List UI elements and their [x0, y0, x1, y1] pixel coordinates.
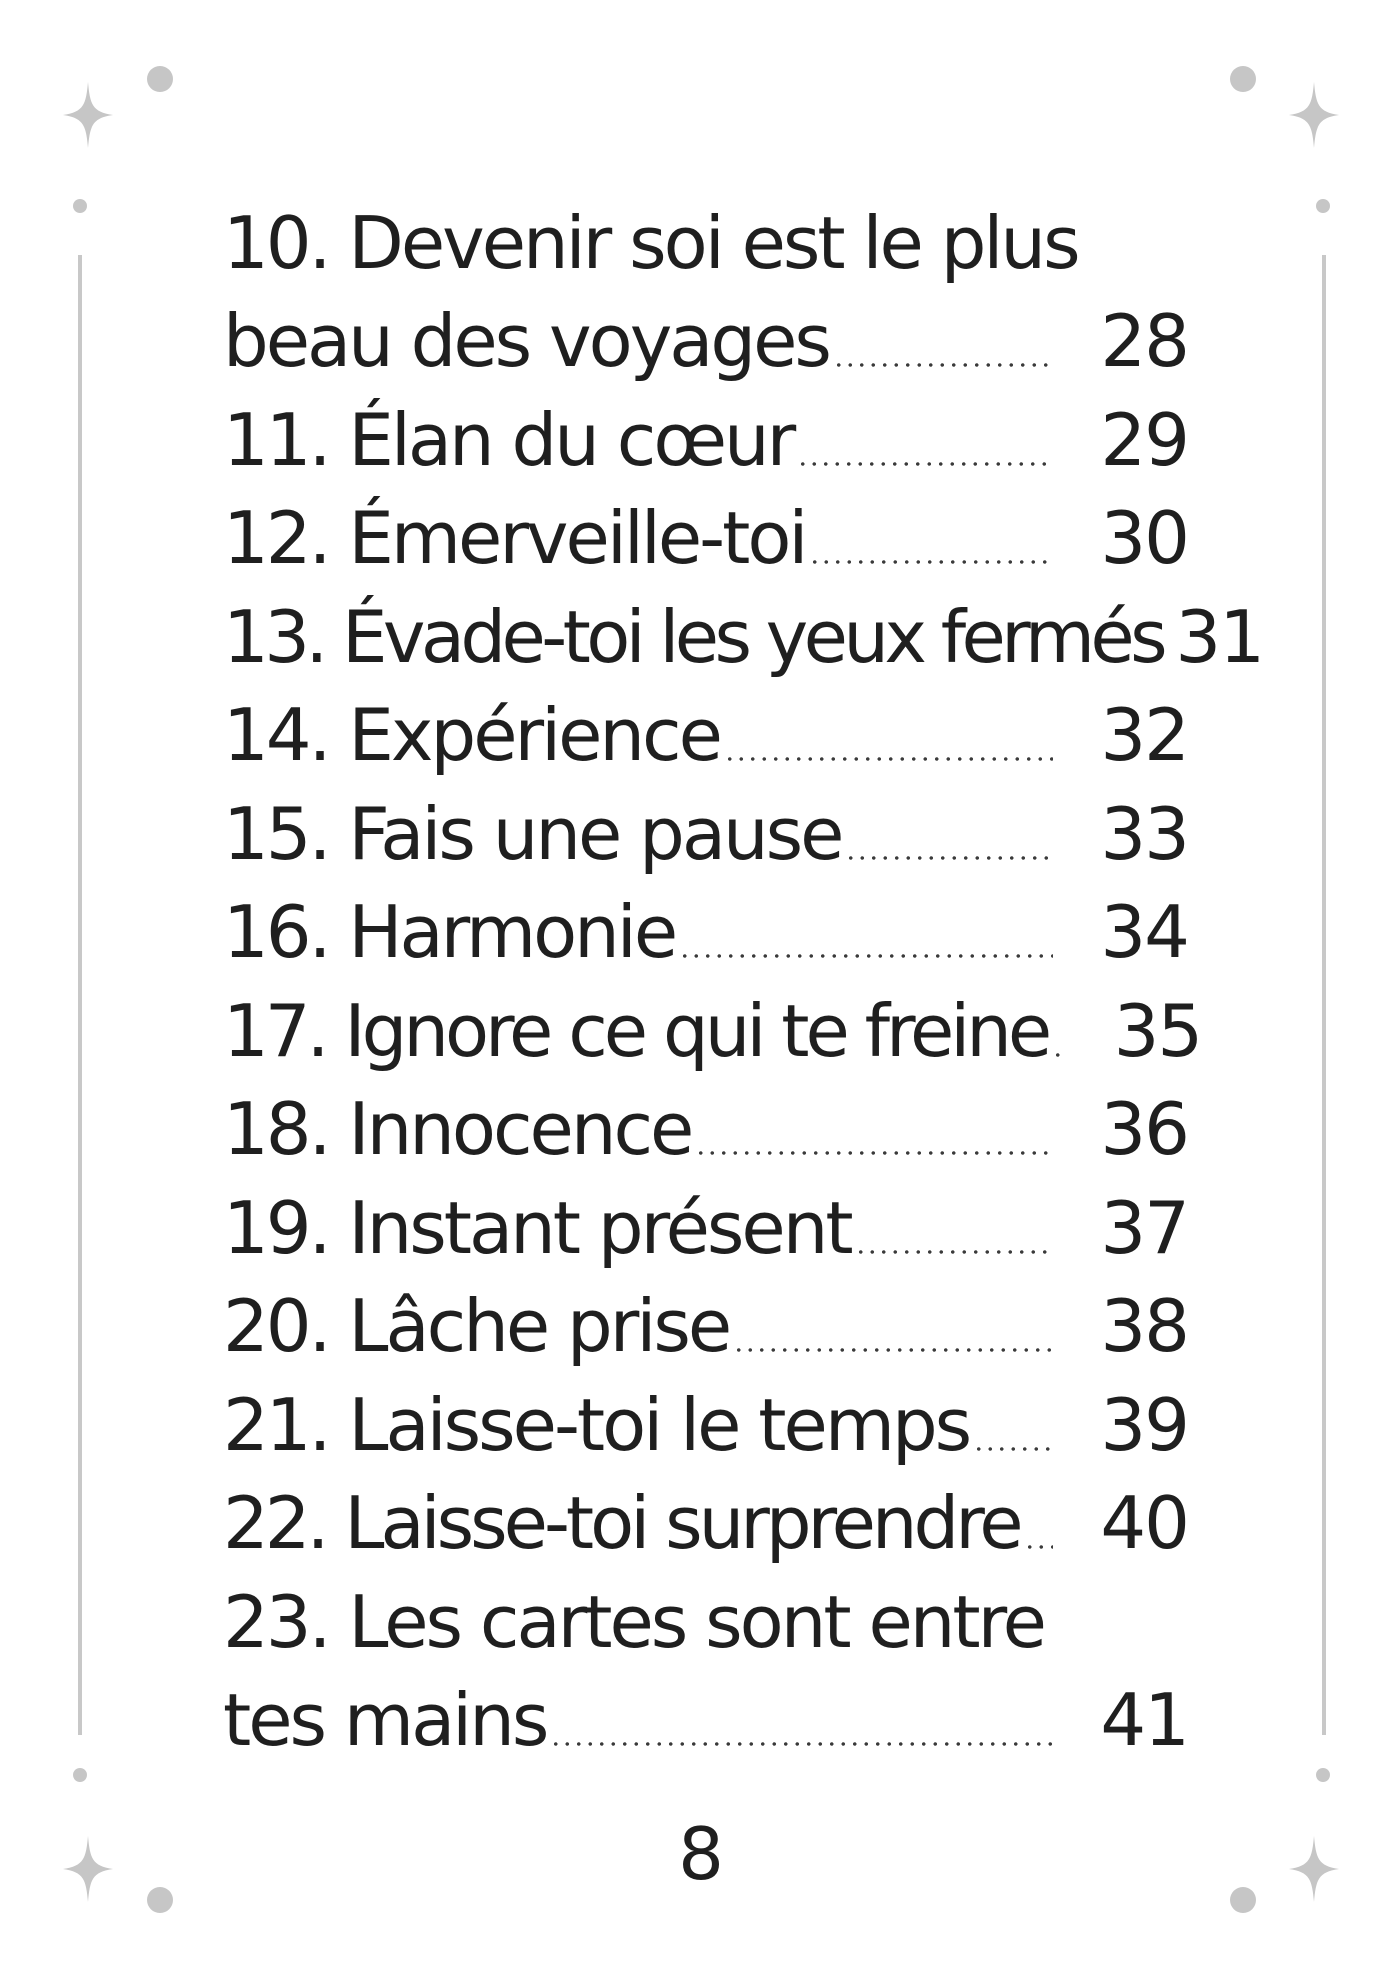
toc-page-number: 34	[1100, 890, 1190, 974]
toc-entry-title: 21. Laisse-toi le temps	[223, 1382, 972, 1467]
toc-entry-title: 20. Lâche prise	[223, 1284, 732, 1368]
toc-entry-12[interactable]: 12. Émerveille-toi 30	[223, 476, 1190, 580]
toc-entry-21[interactable]: 21. Laisse-toi le temps 39	[223, 1362, 1190, 1467]
dot-leader	[1052, 1052, 1067, 1057]
toc-entry-title: 15. Fais une pause	[223, 791, 844, 876]
dot-leader	[809, 560, 1053, 564]
toc-entry-22[interactable]: 22. Laisse-toi surprendre 40	[223, 1461, 1190, 1565]
toc-entry-17[interactable]: 17. Ignore ce qui te freine 35	[223, 968, 1203, 1073]
toc-entry-title: 19. Instant présent	[223, 1185, 854, 1270]
toc-page-number: 36	[1100, 1087, 1190, 1171]
dot-icon	[147, 1887, 173, 1913]
dot-leader	[733, 1348, 1053, 1352]
toc-entry-title: 10. Devenir soi est le plus	[223, 200, 1081, 285]
dot-leader	[1023, 1545, 1053, 1549]
toc-entry-13[interactable]: 13. Évade-toi les yeux fermés 31	[223, 574, 1265, 679]
toc-entry-title: 23. Les cartes sont entre	[223, 1579, 1047, 1664]
toc-entry-title: 14. Expérience	[223, 693, 723, 777]
dot-icon	[73, 199, 87, 213]
sparkle-star-icon	[1289, 82, 1339, 148]
left-frame-line	[78, 255, 82, 1735]
dot-icon	[1230, 66, 1256, 92]
toc-entry-19[interactable]: 19. Instant présent 37	[223, 1165, 1190, 1270]
dot-icon	[1230, 1887, 1256, 1913]
toc-page-number: 40	[1100, 1481, 1190, 1565]
toc-page-number: 38	[1100, 1284, 1190, 1368]
dot-leader	[973, 1446, 1053, 1451]
toc-entry-20[interactable]: 20. Lâche prise 38	[223, 1264, 1190, 1368]
toc-page-number: 41	[1100, 1678, 1190, 1762]
toc-entry-title: 22. Laisse-toi surprendre	[223, 1481, 1024, 1565]
toc-page-number: 35	[1113, 988, 1204, 1073]
sparkle-star-icon	[63, 1836, 113, 1902]
dot-leader	[797, 461, 1053, 466]
toc-page-number: 37	[1100, 1185, 1190, 1270]
toc-entry-title: 16. Harmonie	[223, 890, 678, 974]
toc-entry-title: beau des voyages	[223, 299, 832, 383]
toc-page-number: 32	[1100, 693, 1190, 777]
toc-entry-title: 17. Ignore ce qui te freine	[223, 988, 1052, 1073]
toc-page-number: 28	[1100, 299, 1190, 383]
toc-entry-15[interactable]: 15. Fais une pause 33	[223, 771, 1190, 876]
toc-page-number: 30	[1100, 496, 1190, 580]
toc-entry-title: 13. Évade-toi les yeux fermés	[223, 594, 1168, 679]
toc-entry-18[interactable]: 18. Innocence 36	[223, 1067, 1190, 1171]
dot-icon	[73, 1768, 87, 1782]
dot-leader	[723, 757, 1053, 761]
toc-page-number: 29	[1100, 397, 1190, 482]
table-of-contents: 10. Devenir soi est le plus beau des voy…	[223, 180, 1265, 1762]
dot-leader	[695, 1151, 1053, 1155]
dot-leader	[845, 855, 1053, 860]
dot-leader	[832, 363, 1053, 367]
sparkle-star-icon	[1289, 1836, 1339, 1902]
sparkle-star-icon	[63, 82, 113, 148]
toc-entry-16[interactable]: 16. Harmonie 34	[223, 870, 1190, 974]
toc-entry-23[interactable]: 23. Les cartes sont entre tes mains 41	[223, 1559, 1190, 1762]
toc-page-number: 39	[1100, 1382, 1190, 1467]
toc-entry-title: 11. Élan du cœur	[223, 397, 796, 482]
toc-entry-title: tes mains	[223, 1678, 549, 1762]
page-number: 8	[678, 1812, 724, 1896]
dot-leader	[679, 954, 1053, 958]
dot-leader	[854, 1249, 1053, 1254]
toc-entry-10[interactable]: 10. Devenir soi est le plus beau des voy…	[223, 180, 1190, 383]
dot-leader	[550, 1742, 1053, 1746]
toc-entry-11[interactable]: 11. Élan du cœur 29	[223, 377, 1190, 482]
toc-page-number: 31	[1175, 594, 1265, 679]
dot-icon	[1316, 199, 1330, 213]
toc-page-number: 33	[1100, 791, 1190, 876]
toc-entry-14[interactable]: 14. Expérience 32	[223, 673, 1190, 777]
toc-entry-title: 18. Innocence	[223, 1087, 694, 1171]
right-frame-line	[1322, 255, 1326, 1735]
dot-icon	[1316, 1768, 1330, 1782]
dot-icon	[147, 66, 173, 92]
toc-entry-title: 12. Émerveille-toi	[223, 496, 808, 580]
